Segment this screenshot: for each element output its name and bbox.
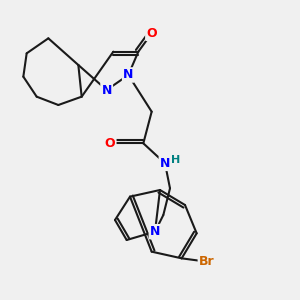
Text: O: O xyxy=(105,137,115,150)
Text: N: N xyxy=(123,68,134,82)
Text: H: H xyxy=(171,155,180,165)
Text: O: O xyxy=(146,27,157,40)
Text: Br: Br xyxy=(199,255,214,268)
Text: N: N xyxy=(101,83,112,97)
Text: N: N xyxy=(160,157,170,170)
Text: N: N xyxy=(150,225,160,238)
